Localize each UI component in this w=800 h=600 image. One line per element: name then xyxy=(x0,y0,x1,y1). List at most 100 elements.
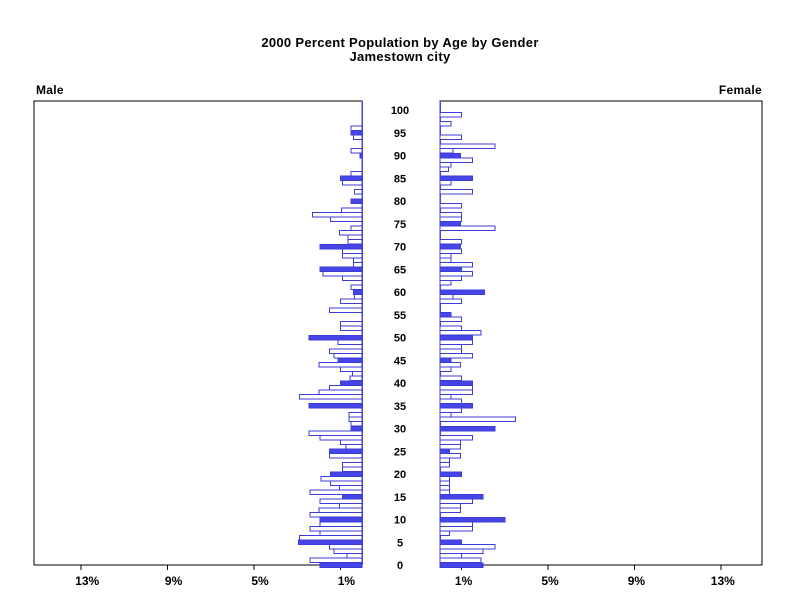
bar-male-age-86 xyxy=(350,170,363,177)
bar-male-age-82 xyxy=(353,189,363,195)
bar-male-age-20 xyxy=(330,471,363,477)
bar-female-age-19 xyxy=(439,475,451,482)
bar-male-age-59 xyxy=(353,293,363,300)
age-axis-label-65: 65 xyxy=(394,264,406,276)
bar-female-age-33 xyxy=(439,412,452,418)
bar-male-age-70 xyxy=(319,243,363,250)
bar-male-age-94 xyxy=(352,134,363,141)
bar-male-age-50 xyxy=(308,334,363,341)
bar-female-age-87 xyxy=(439,166,450,172)
age-axis-label-25: 25 xyxy=(394,446,406,458)
female-xtick-label-13%: 13% xyxy=(711,574,735,588)
male-panel-label: Male xyxy=(36,83,64,97)
bar-male-age-41 xyxy=(349,375,363,382)
age-axis-label-100: 100 xyxy=(391,105,409,117)
bar-female-age-62 xyxy=(439,280,452,286)
bar-male-age-85 xyxy=(339,175,363,181)
bar-male-age-13 xyxy=(338,503,363,509)
bar-female-age-24 xyxy=(439,453,462,459)
bar-male-age-69 xyxy=(342,248,363,254)
bar-female-age-59 xyxy=(439,293,454,300)
bar-male-age-78 xyxy=(340,207,363,213)
bar-female-age-23 xyxy=(439,457,451,464)
bar-male-age-84 xyxy=(342,180,363,186)
bar-male-age-0 xyxy=(319,562,363,568)
chart-title-line1: 2000 Percent Population by Age by Gender xyxy=(261,35,539,50)
bar-male-age-49 xyxy=(337,339,363,345)
age-axis-label-70: 70 xyxy=(394,242,406,254)
bar-female-age-54 xyxy=(439,316,463,323)
age-axis-label-75: 75 xyxy=(394,219,406,231)
male-xtick-label-13%: 13% xyxy=(75,574,99,588)
bar-female-age-49 xyxy=(439,339,473,345)
bar-male-age-8 xyxy=(309,525,363,532)
age-axis-label-40: 40 xyxy=(394,378,406,390)
bar-male-age-61 xyxy=(350,284,363,291)
bar-male-age-43 xyxy=(339,366,363,373)
bar-female-age-27 xyxy=(439,439,462,445)
chart-title: 2000 Percent Population by Age by Gender… xyxy=(0,36,800,64)
bar-female-age-70 xyxy=(439,243,462,250)
age-axis-label-10: 10 xyxy=(394,515,406,527)
bar-female-age-25 xyxy=(439,448,451,454)
male-xtick-label-5%: 5% xyxy=(251,574,269,588)
bar-female-age-82 xyxy=(439,189,473,195)
bar-female-age-18 xyxy=(439,480,451,486)
bar-male-age-76 xyxy=(330,216,363,222)
bar-male-age-53 xyxy=(339,321,363,327)
bar-male-age-47 xyxy=(329,348,363,354)
age-axis-label-20: 20 xyxy=(394,469,406,481)
bar-male-age-96 xyxy=(350,125,363,131)
bar-female-age-17 xyxy=(439,484,451,491)
bar-male-age-7 xyxy=(319,530,363,536)
age-axis-label-15: 15 xyxy=(394,492,406,504)
bar-male-age-6 xyxy=(298,534,363,541)
bar-female-age-46 xyxy=(439,352,473,359)
bar-female-age-5 xyxy=(439,539,463,545)
bar-female-age-13 xyxy=(439,503,462,509)
bar-male-age-63 xyxy=(342,275,363,282)
bar-female-age-39 xyxy=(439,384,473,391)
bar-male-age-17 xyxy=(338,484,363,491)
bar-female-age-44 xyxy=(439,362,462,368)
bar-male-age-27 xyxy=(339,439,363,445)
bar-male-age-25 xyxy=(329,448,363,454)
bar-female-age-55 xyxy=(439,312,452,318)
female-panel-frame xyxy=(439,100,763,566)
bar-male-age-32 xyxy=(348,416,363,423)
bar-male-age-64 xyxy=(322,271,363,277)
bar-female-age-41 xyxy=(439,375,463,382)
bar-female-age-38 xyxy=(439,389,473,395)
bar-male-age-67 xyxy=(352,257,363,263)
bar-male-age-72 xyxy=(347,234,363,241)
bar-female-age-51 xyxy=(439,330,482,336)
bar-male-age-30 xyxy=(350,425,363,432)
bar-female-age-89 xyxy=(439,157,473,163)
bar-female-age-3 xyxy=(439,548,484,555)
bar-female-age-0 xyxy=(439,562,484,568)
bar-female-age-79 xyxy=(439,202,463,209)
bar-female-age-36 xyxy=(439,398,463,404)
bar-female-age-85 xyxy=(439,175,473,181)
male-xtick-label-1%: 1% xyxy=(338,574,356,588)
bar-female-age-50 xyxy=(439,334,473,341)
age-axis-label-95: 95 xyxy=(394,128,406,140)
bar-female-age-75 xyxy=(439,221,462,227)
bar-male-age-44 xyxy=(318,362,363,368)
bar-male-age-14 xyxy=(319,498,363,505)
bar-female-age-2 xyxy=(439,553,463,559)
bar-male-age-4 xyxy=(329,544,363,550)
bar-female-age-22 xyxy=(439,462,451,468)
bar-male-age-56 xyxy=(329,307,363,313)
bar-male-age-2 xyxy=(346,553,363,559)
bar-female-age-9 xyxy=(439,521,473,527)
bar-male-age-90 xyxy=(359,152,363,159)
age-axis-label-80: 80 xyxy=(394,196,406,208)
bar-female-age-45 xyxy=(439,357,452,363)
bar-male-age-35 xyxy=(308,403,363,409)
bar-male-age-46 xyxy=(333,352,363,359)
bar-female-age-94 xyxy=(439,134,463,141)
bar-male-age-45 xyxy=(337,357,363,363)
